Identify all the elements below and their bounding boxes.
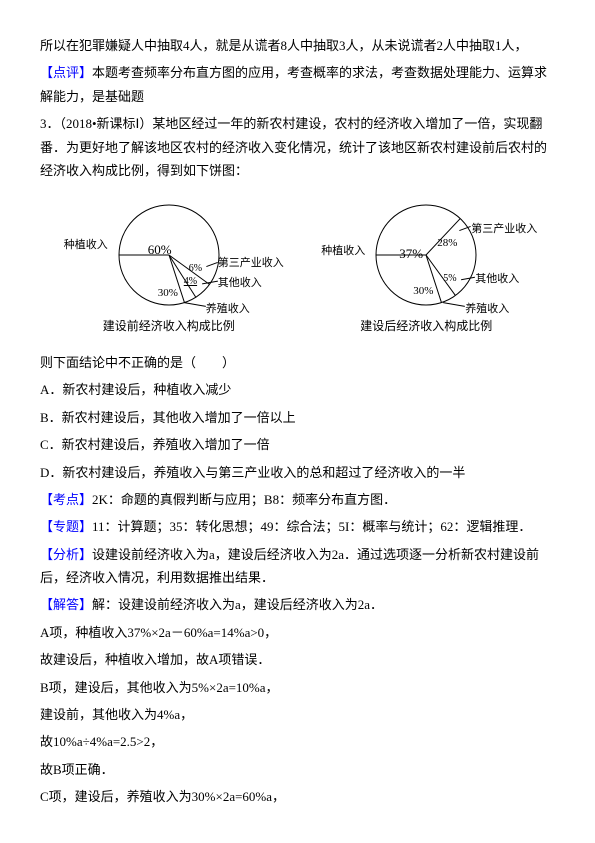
chart2-label-dscysr: 第三产业收入 xyxy=(471,220,537,240)
zhuanti-label: 【专题】 xyxy=(40,519,92,534)
chart1-pct-4: 4% xyxy=(184,273,197,291)
jieda-line-1: 故建设后，种植收入增加，故A项错误． xyxy=(40,648,555,671)
option-d: D．新农村建设后，养殖收入与第三产业收入的总和超过了经济收入的一半 xyxy=(40,461,555,484)
jieda-line-0: A项，种植收入37%×2a－60%a=14%a>0， xyxy=(40,621,555,644)
zhuanti-section: 【专题】11：计算题；35：转化思想；49：综合法；5I：概率与统计；62：逻辑… xyxy=(40,515,555,538)
jieda-line-6: C项，建设后，养殖收入为30%×2a=60%a， xyxy=(40,785,555,808)
kaodian-text: 2K：命题的真假判断与应用；B8：频率分布直方图． xyxy=(92,492,396,507)
fenxi-section: 【分析】设建设前经济收入为a，建设后经济收入为2a．通过选项逐一分析新农村建设前… xyxy=(40,543,555,590)
jieda-line-3: 建设前，其他收入为4%a， xyxy=(40,703,555,726)
dianping-label: 【点评】 xyxy=(40,65,92,80)
jieda-line-2: B项，建设后，其他收入为5%×2a=10%a， xyxy=(40,676,555,699)
pie-chart-2: 37% 28% 5% 30% 种植收入 第三产业收入 其他收入 养殖收入 xyxy=(371,200,481,310)
charts-container: 60% 6% 4% 30% 种植收入 第三产业收入 其他收入 养殖收入 建设前经… xyxy=(40,190,555,343)
option-a: A．新农村建设后，种植收入减少 xyxy=(40,378,555,401)
chart2-label-qtsr: 其他收入 xyxy=(475,270,519,290)
jieda-text: 解：设建设前经济收入为a，建设后经济收入为2a． xyxy=(92,597,383,612)
fenxi-label: 【分析】 xyxy=(40,547,92,562)
chart2-label-zzsr: 种植收入 xyxy=(321,242,365,262)
chart1-label-dscysr: 第三产业收入 xyxy=(218,254,284,274)
jieda-section: 【解答】解：设建设前经济收入为a，建设后经济收入为2a． xyxy=(40,593,555,616)
chart2-pct-28: 28% xyxy=(437,234,457,254)
after-chart-text: 则下面结论中不正确的是（ ） xyxy=(40,351,555,374)
jieda-line-5: 故B项正确． xyxy=(40,758,555,781)
zhuanti-text: 11：计算题；35：转化思想；49：综合法；5I：概率与统计；62：逻辑推理． xyxy=(92,519,531,534)
kaodian-section: 【考点】2K：命题的真假判断与应用；B8：频率分布直方图． xyxy=(40,488,555,511)
jieda-label: 【解答】 xyxy=(40,597,92,612)
question-number: 3．（2018•新课标Ⅰ）某地区经过一年的新农村建设，农村的经济收入增加了一倍，… xyxy=(40,112,555,182)
chart2-pct-37: 37% xyxy=(399,242,423,265)
chart1-pct-60: 60% xyxy=(148,238,172,261)
chart2-label-yzsr: 养殖收入 xyxy=(465,300,509,320)
chart1-label-yzsr: 养殖收入 xyxy=(206,300,250,320)
chart1-label-qtsr: 其他收入 xyxy=(218,274,262,294)
chart2-block: 37% 28% 5% 30% 种植收入 第三产业收入 其他收入 养殖收入 建设后… xyxy=(360,200,492,338)
dianping-section: 【点评】本题考查频率分布直方图的应用，考查概率的求法，考查数据处理能力、运算求解… xyxy=(40,61,555,108)
chart1-pct-30: 30% xyxy=(158,284,178,304)
pie-chart-1: 60% 6% 4% 30% 种植收入 第三产业收入 其他收入 养殖收入 xyxy=(114,200,224,310)
dianping-text: 本题考查频率分布直方图的应用，考查概率的求法，考查数据处理能力、运算求解能力，是… xyxy=(40,65,547,103)
fenxi-text: 设建设前经济收入为a，建设后经济收入为2a．通过选项逐一分析新农村建设前后，经济… xyxy=(40,547,539,585)
chart1-block: 60% 6% 4% 30% 种植收入 第三产业收入 其他收入 养殖收入 建设前经… xyxy=(103,200,235,338)
top-paragraph: 所以在犯罪嫌疑人中抽取4人，就是从谎者8人中抽取3人，从未说谎者2人中抽取1人， xyxy=(40,34,555,57)
chart2-pct-5: 5% xyxy=(443,270,456,288)
kaodian-label: 【考点】 xyxy=(40,492,92,507)
chart2-pct-30: 30% xyxy=(413,282,433,302)
jieda-line-4: 故10%a÷4%a=2.5>2， xyxy=(40,730,555,753)
option-b: B．新农村建设后，其他收入增加了一倍以上 xyxy=(40,406,555,429)
chart1-label-zzsr: 种植收入 xyxy=(64,236,108,256)
option-c: C．新农村建设后，养殖收入增加了一倍 xyxy=(40,433,555,456)
